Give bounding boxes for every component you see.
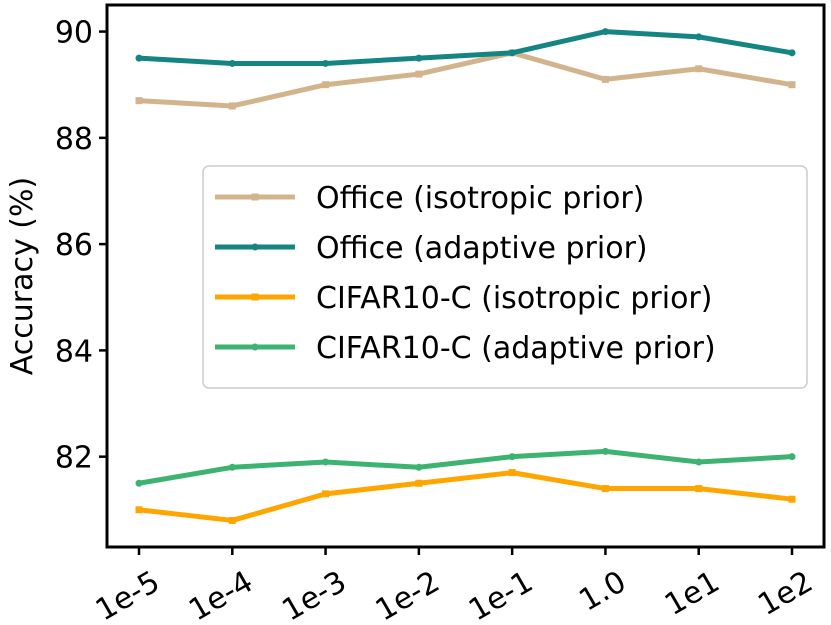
- data-point: [415, 479, 423, 487]
- x-tick-label: 1e1: [659, 564, 726, 623]
- data-point: [228, 59, 236, 67]
- data-point: [601, 28, 609, 36]
- data-point: [695, 485, 703, 493]
- data-point: [135, 97, 143, 105]
- data-point: [228, 102, 236, 110]
- x-tick-label: 1e-1: [463, 564, 539, 625]
- legend-marker: [251, 243, 259, 251]
- x-tick-label: 1.0: [573, 564, 632, 618]
- series-4: [135, 447, 796, 487]
- series-line: [136, 50, 795, 109]
- data-point: [322, 59, 330, 67]
- x-tick-label: 1e2: [752, 564, 819, 623]
- legend-marker: [251, 293, 259, 301]
- x-axis-ticks: 1e-5 1e-4 1e-3 1e-2 1e-1 1.0 1e1 1e2: [90, 547, 819, 625]
- data-point: [415, 463, 423, 471]
- y-tick-label: 88: [55, 122, 93, 157]
- series-line: [136, 448, 795, 486]
- legend-marker: [251, 193, 259, 201]
- x-tick-label: 1e-4: [183, 564, 259, 625]
- data-point: [601, 75, 609, 83]
- data-point: [508, 49, 516, 57]
- data-point: [788, 453, 796, 461]
- data-point: [415, 54, 423, 62]
- x-tick-label: 1e-5: [90, 564, 166, 625]
- legend-box: [202, 165, 808, 389]
- y-tick-label: 90: [55, 16, 93, 51]
- data-point: [508, 453, 516, 461]
- series-line: [136, 470, 795, 523]
- series-layer: [135, 28, 796, 524]
- data-point: [228, 463, 236, 471]
- series-line: [136, 29, 795, 66]
- x-tick-label: 1e-2: [370, 564, 446, 625]
- x-tick-label: 1e-3: [276, 564, 352, 625]
- data-point: [788, 49, 796, 57]
- data-point: [135, 479, 143, 487]
- legend-label: CIFAR10-C (adaptive prior): [316, 331, 716, 366]
- data-point: [415, 70, 423, 78]
- data-point: [508, 469, 516, 477]
- data-point: [788, 81, 796, 89]
- series-2: [135, 28, 796, 67]
- y-tick-label: 82: [55, 441, 93, 476]
- y-tick-label: 86: [55, 228, 93, 263]
- legend: Office (isotropic prior) Office (adaptive…: [202, 165, 808, 389]
- plot-frame: [105, 3, 826, 549]
- data-point: [788, 495, 796, 503]
- data-point: [322, 490, 330, 498]
- data-point: [695, 33, 703, 41]
- data-point: [695, 458, 703, 466]
- y-axis-label: Accuracy (%): [5, 177, 40, 375]
- data-point: [322, 81, 330, 89]
- data-point: [322, 458, 330, 466]
- data-point: [695, 65, 703, 73]
- y-axis-ticks: 82 84 86 88 90: [55, 16, 107, 476]
- data-point: [228, 516, 236, 524]
- data-point: [135, 506, 143, 514]
- legend-label: Office (adaptive prior): [316, 231, 648, 266]
- y-tick-label: 84: [55, 334, 93, 369]
- series-1: [135, 49, 796, 110]
- legend-label: CIFAR10-C (isotropic prior): [316, 281, 712, 316]
- data-point: [601, 485, 609, 493]
- legend-label: Office (isotropic prior): [316, 181, 644, 216]
- data-point: [601, 447, 609, 455]
- data-point: [135, 54, 143, 62]
- legend-marker: [251, 343, 259, 351]
- series-3: [135, 469, 796, 524]
